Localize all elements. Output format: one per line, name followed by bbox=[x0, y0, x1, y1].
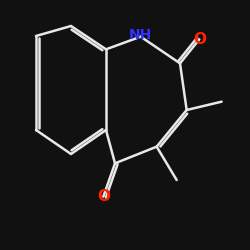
Text: NH: NH bbox=[129, 28, 152, 42]
Text: O: O bbox=[193, 32, 206, 47]
Text: O: O bbox=[97, 189, 110, 204]
